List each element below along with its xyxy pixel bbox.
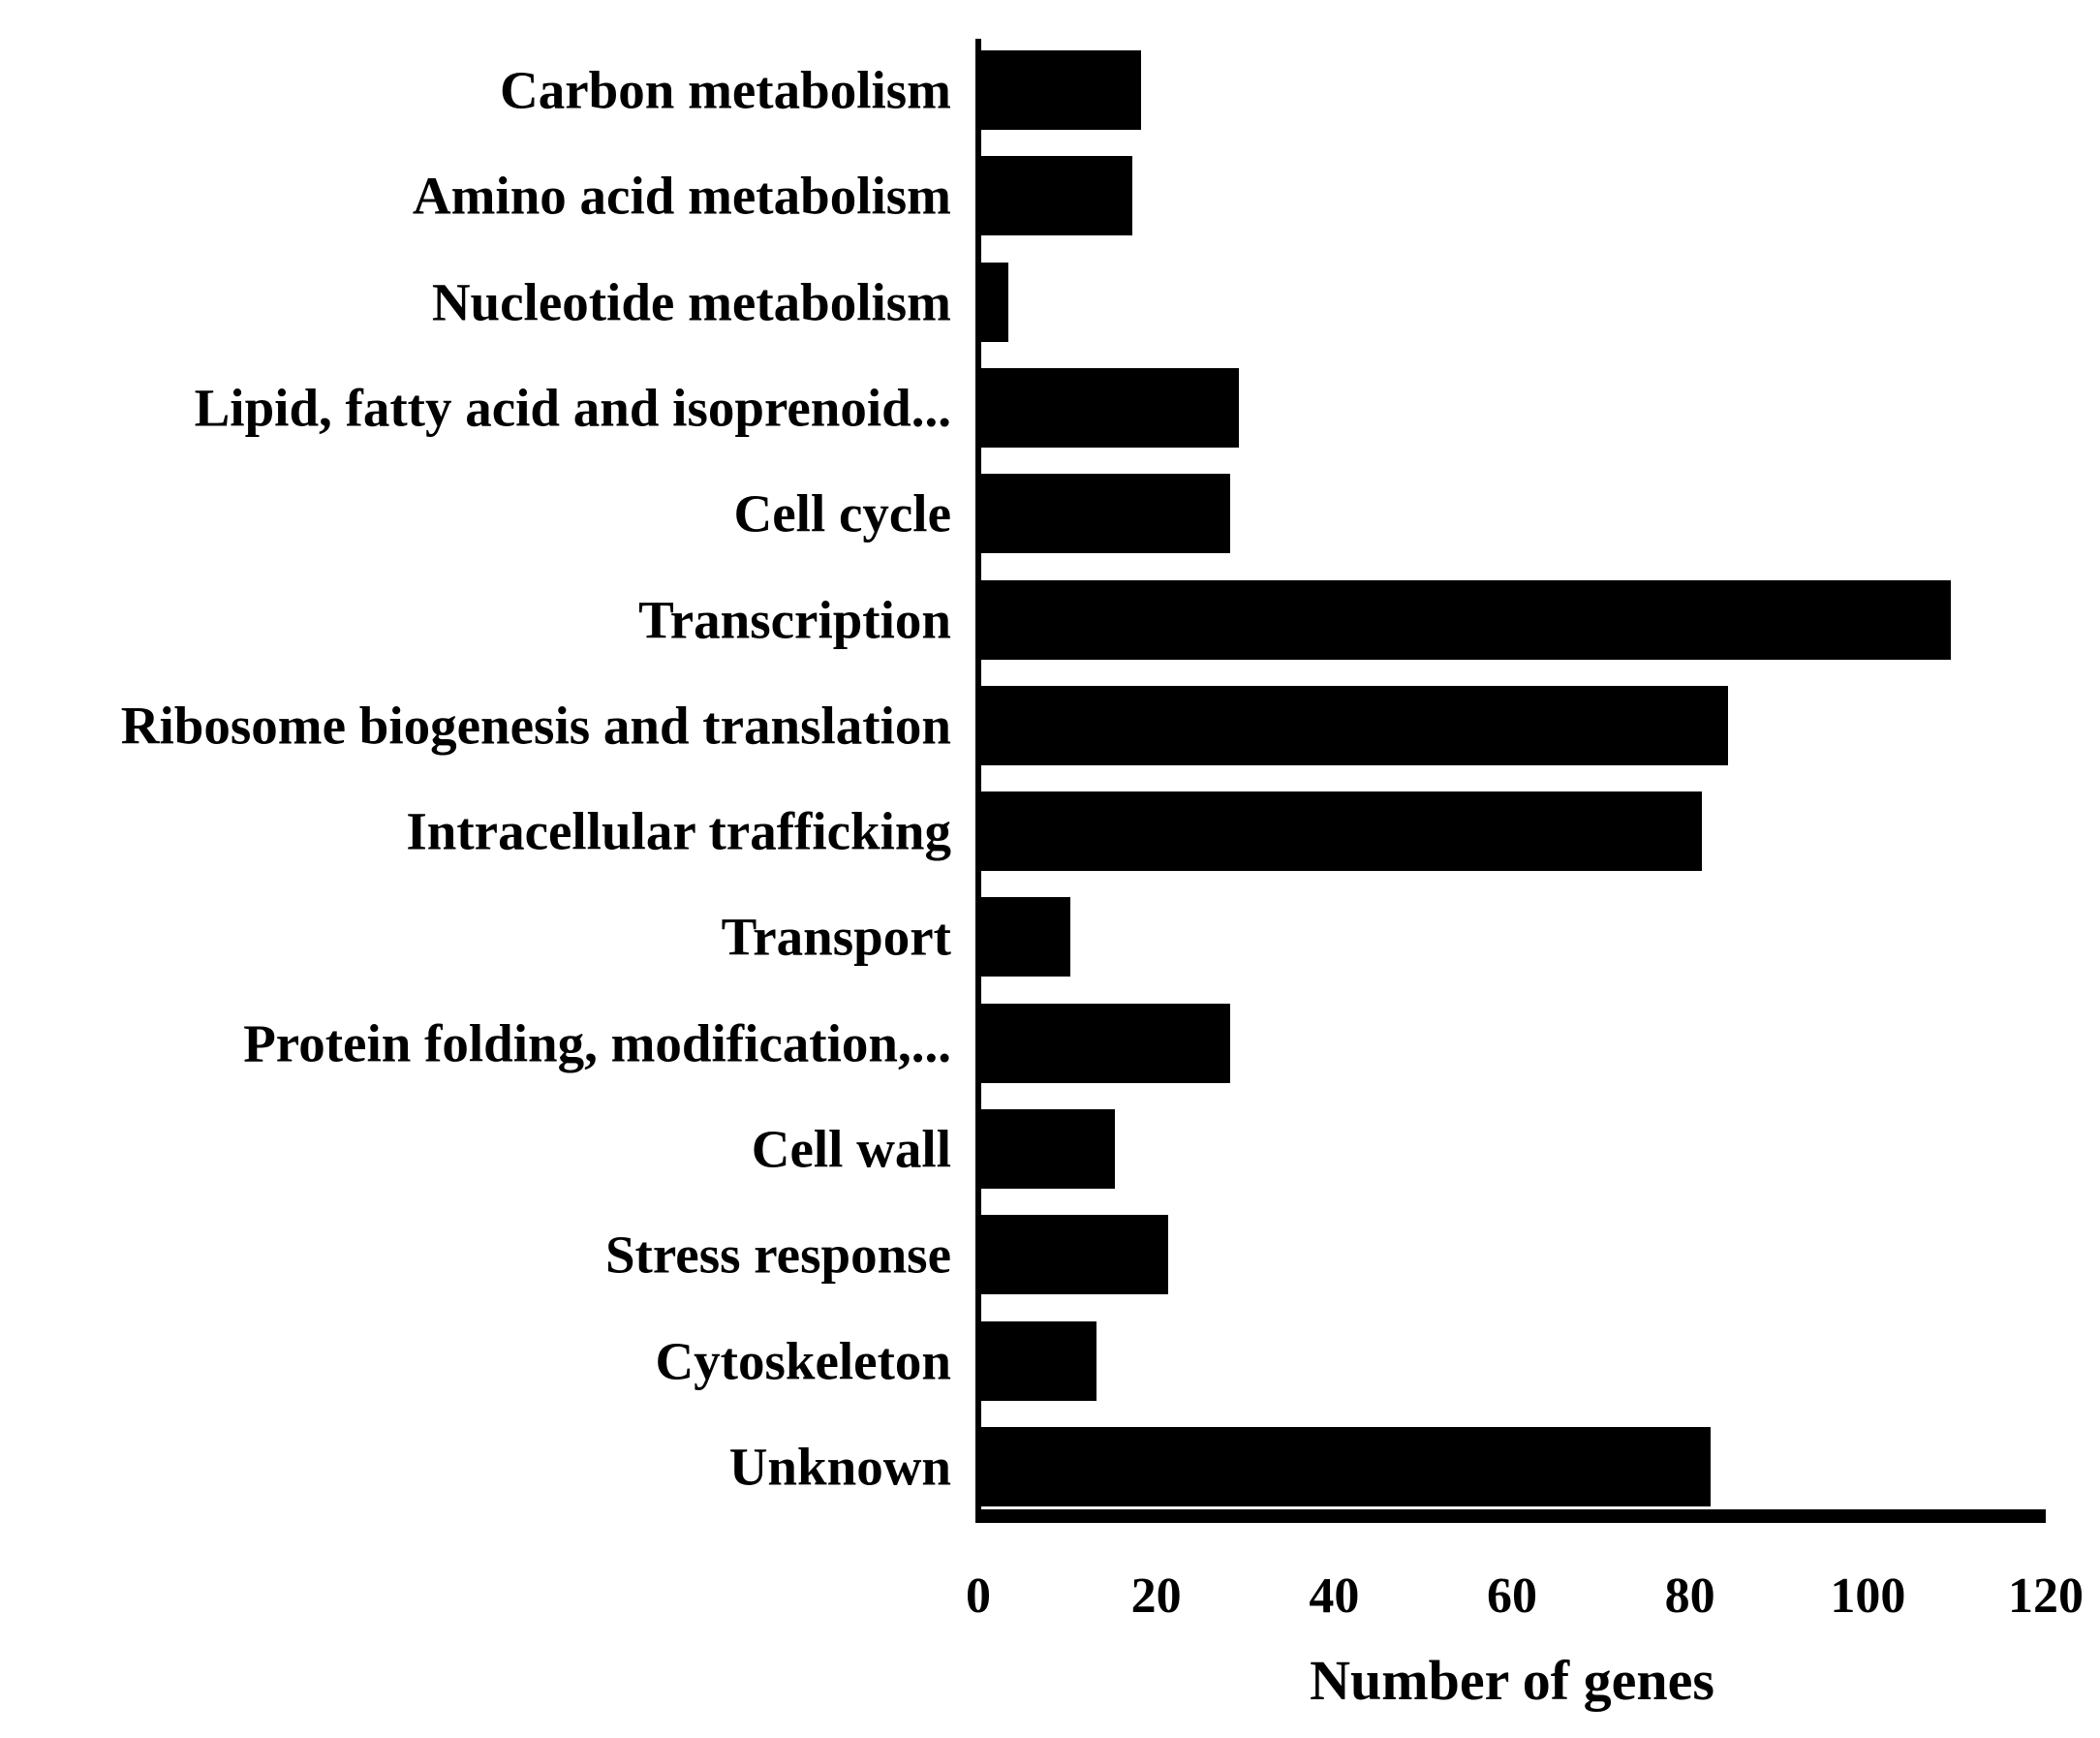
x-axis-line xyxy=(975,1509,2046,1523)
category-label: Unknown xyxy=(728,1437,951,1497)
category-label: Lipid, fatty acid and isoprenoid... xyxy=(194,378,951,438)
x-tick-label: 20 xyxy=(1130,1568,1182,1624)
category-label: Protein folding, modification,... xyxy=(243,1013,951,1073)
bar xyxy=(981,1109,1115,1189)
x-tick-label: 80 xyxy=(1664,1568,1715,1624)
x-tick-label: 40 xyxy=(1309,1568,1360,1624)
category-label: Cell wall xyxy=(751,1119,951,1179)
y-axis-line xyxy=(975,39,981,1523)
x-tick-label: 120 xyxy=(2008,1568,2084,1624)
category-label: Ribosome biogenesis and translation xyxy=(120,696,951,756)
category-label: Carbon metabolism xyxy=(500,60,951,120)
bar xyxy=(981,367,1240,448)
bar xyxy=(981,50,1142,130)
bar xyxy=(981,262,1008,342)
category-label: Intracellular trafficking xyxy=(406,801,951,861)
x-axis-title: Number of genes xyxy=(1310,1649,1714,1712)
category-label: Transport xyxy=(721,907,951,967)
x-tick-label: 100 xyxy=(1830,1568,1906,1624)
category-label: Amino acid metabolism xyxy=(412,166,951,226)
bar xyxy=(981,579,1951,660)
x-tick-label: 60 xyxy=(1487,1568,1537,1624)
bar xyxy=(981,474,1231,554)
bar xyxy=(981,156,1133,236)
category-label: Stress response xyxy=(604,1225,951,1285)
category-label: Cytoskeleton xyxy=(655,1331,951,1391)
bar xyxy=(981,1320,1097,1401)
bar xyxy=(981,1215,1168,1295)
category-label: Cell cycle xyxy=(733,483,951,543)
bar xyxy=(981,791,1702,872)
x-tick-label: 0 xyxy=(966,1568,991,1624)
category-label: Transcription xyxy=(638,590,951,649)
category-label: Nucleotide metabolism xyxy=(431,272,951,332)
bar xyxy=(981,1003,1231,1083)
bar xyxy=(981,897,1070,978)
bar xyxy=(981,1426,1712,1506)
bar xyxy=(981,685,1729,765)
